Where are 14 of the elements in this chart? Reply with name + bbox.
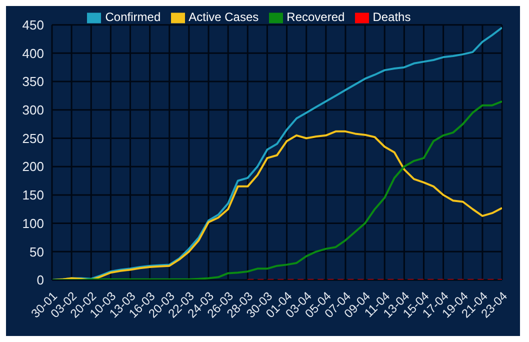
y-tick-label: 0 xyxy=(36,272,44,288)
legend-label: Recovered xyxy=(286,10,345,24)
y-tick-label: 300 xyxy=(22,102,44,118)
y-tick-label: 200 xyxy=(22,159,44,174)
y-tick-label: 150 xyxy=(22,188,44,203)
legend-label: Active Cases xyxy=(188,10,259,24)
y-tick-label: 100 xyxy=(22,216,44,231)
legend-label: Confirmed xyxy=(105,10,161,24)
y-tick-label: 400 xyxy=(22,46,44,61)
legend-label: Deaths xyxy=(372,10,411,24)
y-tick-label: 350 xyxy=(22,74,44,90)
y-tick-label: 450 xyxy=(22,17,44,32)
y-tick-label: 250 xyxy=(22,130,44,146)
y-tick-label: 50 xyxy=(30,244,44,260)
